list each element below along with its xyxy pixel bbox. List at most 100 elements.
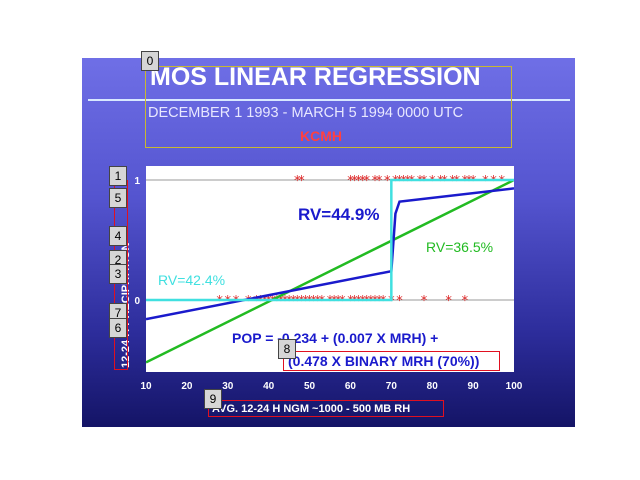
x-label-box [208,400,444,417]
observation-point: * [314,294,321,309]
observation-point: * [294,174,301,189]
x-tick-label: 40 [263,381,275,392]
observation-point: * [310,294,317,309]
observation-point: * [298,174,305,189]
equation-line-2: (0.478 X BINARY MRH (70%)) [288,353,479,369]
marker-3: 3 [109,264,127,284]
observation-point: * [290,294,297,309]
observation-point: * [278,294,285,309]
observation-point: * [331,294,338,309]
page-title: MOS LINEAR REGRESSION [150,63,481,91]
observation-point: * [445,294,452,309]
x-tick-label: 30 [222,381,234,392]
observation-point: * [225,294,232,309]
marker-8: 8 [278,339,296,359]
observation-point: * [470,174,477,189]
observation-point: * [261,294,268,309]
observation-point: * [372,294,379,309]
title-region-box [145,66,512,148]
marker-6: 6 [109,318,127,338]
observation-point: * [270,294,277,309]
observation-point: * [216,294,223,309]
observation-point: * [274,294,281,309]
observation-point: * [253,294,260,309]
x-tick-label: 70 [386,381,398,392]
observation-point: * [441,174,448,189]
x-axis-label: AVG. 12-24 H NGM ~1000 - 500 MB RH [212,403,411,415]
date-range-subtitle: DECEMBER 1 1993 - MARCH 5 1994 0000 UTC [148,105,464,121]
observation-point: * [462,174,469,189]
observation-point: * [364,294,371,309]
observation-point: * [245,294,252,309]
x-tick-label: 90 [468,381,480,392]
observation-point: * [482,174,489,189]
observation-point: * [437,174,444,189]
y-tick-label: 0 [134,296,140,307]
rv-binary-label: RV=42.4% [158,272,225,288]
observation-point: * [409,174,416,189]
observation-point: * [294,294,301,309]
x-tick-label: 100 [506,381,523,392]
observation-point: * [449,174,456,189]
observation-point: * [351,294,358,309]
observation-point: * [396,174,403,189]
observation-point: * [462,294,469,309]
observation-point: * [388,294,395,309]
y-tick-label: 1 [134,176,140,187]
marker-1: 1 [109,166,127,186]
observation-point: * [466,174,473,189]
observation-point: * [355,294,362,309]
observation-point: * [335,294,342,309]
observation-point: * [359,174,366,189]
x-tick-label: 50 [304,381,316,392]
observation-point: * [421,294,428,309]
observation-point: * [319,294,326,309]
series-layer: * * * * ***************** **** ********* * * * * **… [146,174,514,364]
marker-0: 0 [141,51,159,71]
observation-point: * [376,174,383,189]
rv-linear-label: RV=36.5% [426,239,493,255]
observation-point: * [364,174,371,189]
tick-labels: 10 20 30 40 50 60 70 80 90 100 0 1 [134,176,522,392]
x-tick-label: 20 [181,381,193,392]
observation-point: * [404,174,411,189]
observation-point: * [498,174,505,189]
observation-point: * [327,294,334,309]
observation-point: * [376,294,383,309]
equation-line-1: POP = -0.234 + (0.007 X MRH) + [232,330,438,346]
observation-point: * [359,294,366,309]
rv-stepwise-label: RV=44.9% [298,205,379,224]
binary-regression-line [146,178,514,302]
marker-5: 5 [109,188,127,208]
observation-point: * [347,174,354,189]
observation-point: * [347,294,354,309]
plot-area [146,166,514,372]
observation-point: * [339,294,346,309]
observation-point: * [302,294,309,309]
marker-4: 4 [109,226,127,246]
observation-point: * [396,294,403,309]
x-tick-label: 60 [345,381,357,392]
observation-point: * [351,174,358,189]
observation-point: * [298,294,305,309]
observation-point: * [257,294,264,309]
observation-point: * [384,174,391,189]
observation-point: * [392,174,399,189]
observation-point: * [417,174,424,189]
observation-point: * [306,294,313,309]
observation-point: * [368,294,375,309]
observation-point: * [372,174,379,189]
observation-point: * [421,174,428,189]
stepwise-regression-line [146,187,514,321]
marker-9: 9 [204,389,222,409]
observation-point: * [282,294,289,309]
x-tick-label: 80 [427,381,439,392]
observation-point: * [380,294,387,309]
observation-point: * [429,174,436,189]
x-tick-label: 10 [140,381,152,392]
equation-box [283,351,500,371]
linear-regression-line [146,178,514,364]
observation-point: * [454,174,461,189]
observation-point: * [400,174,407,189]
